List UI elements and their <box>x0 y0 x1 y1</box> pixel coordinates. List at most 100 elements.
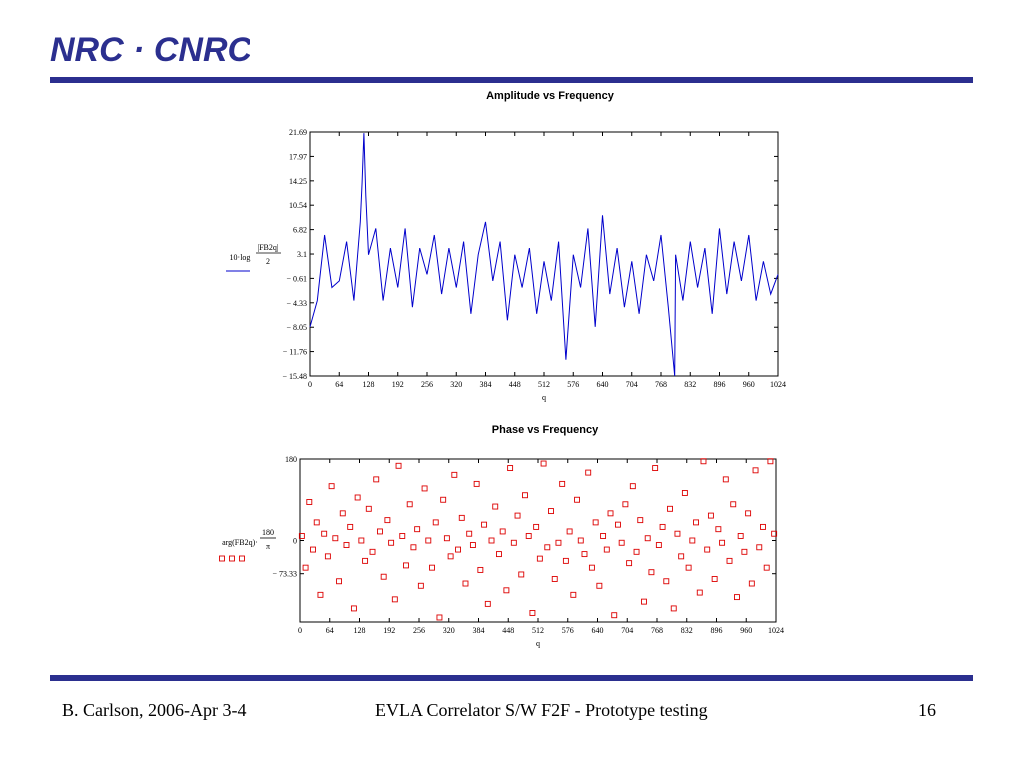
phase-data-point <box>358 537 365 544</box>
phase-data-point <box>548 508 554 515</box>
phase-data-point <box>350 605 357 612</box>
amplitude-ytick-label: − 4.33 <box>286 299 307 308</box>
phase-data-point <box>618 539 625 546</box>
phase-xtick-label: 448 <box>502 626 514 635</box>
phase-data-point <box>525 533 532 539</box>
phase-chart-title: Phase vs Frequency <box>491 424 599 436</box>
phase-plot-frame <box>299 458 777 623</box>
amplitude-xtick-label: 1024 <box>770 380 786 389</box>
phase-ytick-label: − 73.33 <box>272 570 297 579</box>
phase-data-point <box>313 519 320 526</box>
phase-data-point <box>648 569 655 576</box>
phase-data-point <box>395 462 402 469</box>
phase-data-point <box>696 589 703 596</box>
amplitude-xtick-label: 192 <box>392 380 404 389</box>
phase-data-point <box>603 546 610 553</box>
phase-xtick-label: 192 <box>383 626 395 635</box>
phase-data-point <box>652 465 659 472</box>
phase-data-point <box>362 557 369 564</box>
phase-data-point <box>760 523 766 530</box>
phase-data-point <box>533 523 540 530</box>
phase-data-point <box>577 537 584 544</box>
amplitude-xtick-label: 448 <box>509 380 521 389</box>
amplitude-xtick-label: 64 <box>335 380 343 389</box>
phase-data-point <box>655 542 662 548</box>
phase-data-point <box>596 582 603 589</box>
phase-data-point <box>730 501 737 508</box>
amplitude-ytick-label: − 11.76 <box>283 348 307 357</box>
phase-data-point <box>615 521 621 528</box>
phase-data-point <box>741 548 748 555</box>
phase-data-point <box>711 576 718 582</box>
phase-data-point <box>328 483 335 490</box>
phase-data-point <box>637 517 644 524</box>
phase-data-point <box>566 528 573 535</box>
logo-wordmark: NRC · CNRC <box>50 31 250 68</box>
amplitude-xtick-label: 320 <box>450 380 462 389</box>
phase-data-point <box>611 612 618 619</box>
phase-legend-marker <box>219 555 225 562</box>
phase-ylabel-prefix: arg(FB2q)· <box>222 538 258 547</box>
phase-data-point <box>629 483 636 490</box>
phase-data-point <box>559 480 566 487</box>
phase-legend-marker <box>229 555 235 562</box>
phase-data-point <box>306 499 313 505</box>
phase-data-point <box>555 539 562 546</box>
phase-data-point <box>540 460 547 467</box>
amplitude-ylabel-numerator: |FB2q| <box>258 243 279 252</box>
phase-data-point <box>607 510 614 517</box>
phase-data-point <box>391 596 398 603</box>
phase-data-point <box>365 505 372 512</box>
phase-xtick-label: 896 <box>711 626 723 635</box>
phase-data-point <box>622 501 629 508</box>
phase-data-point <box>417 582 424 589</box>
amplitude-xtick-label: 832 <box>684 380 696 389</box>
phase-data-point <box>339 510 346 517</box>
phase-data-point <box>343 542 350 548</box>
phase-data-point <box>585 469 592 476</box>
amplitude-ytick-label: 14.25 <box>289 177 307 186</box>
phase-data-point <box>336 578 342 585</box>
phase-data-point <box>347 523 354 530</box>
phase-data-point <box>310 546 316 553</box>
phase-data-point <box>663 578 670 585</box>
phase-ytick-label: 180 <box>285 455 297 464</box>
phase-data-point <box>745 510 752 517</box>
phase-data-point <box>429 564 435 571</box>
phase-data-point <box>544 544 551 551</box>
footer-presentation-title: EVLA Correlator S/W F2F - Prototype test… <box>375 700 708 720</box>
phase-data-point <box>488 537 495 544</box>
phase-data-point <box>324 553 331 560</box>
amplitude-xtick-label: 0 <box>308 380 312 389</box>
phase-data-point <box>633 548 640 555</box>
phase-data-point <box>574 496 580 503</box>
amplitude-ytick-label: − 8.05 <box>286 323 307 332</box>
amplitude-xtick-label: 896 <box>714 380 726 389</box>
amplitude-xtick-label: 128 <box>363 380 375 389</box>
phase-xtick-label: 128 <box>354 626 366 635</box>
phase-data-point <box>518 571 525 578</box>
phase-data-point <box>410 544 417 551</box>
phase-data-point <box>562 557 569 564</box>
phase-data-point <box>626 560 633 567</box>
amplitude-ytick-label: 21.69 <box>289 128 307 137</box>
phase-data-point <box>503 587 510 594</box>
phase-ylabel-numerator: 180 <box>262 528 274 537</box>
phase-data-point <box>522 492 528 499</box>
amplitude-xtick-label: 384 <box>480 380 492 389</box>
phase-data-point <box>737 533 744 539</box>
phase-xtick-label: 0 <box>298 626 302 635</box>
phase-data-point <box>496 551 502 558</box>
amplitude-xtick-label: 256 <box>421 380 433 389</box>
phase-data-point <box>685 564 692 571</box>
phase-data-point <box>373 476 380 483</box>
phase-data-point <box>466 530 473 537</box>
phase-data-point <box>722 476 729 483</box>
amplitude-ytick-label: 3.1 <box>297 250 307 259</box>
phase-data-point <box>510 539 517 546</box>
phase-data-point <box>600 533 607 539</box>
phase-data-point <box>492 503 499 510</box>
amplitude-ytick-label: 10.54 <box>289 201 307 210</box>
phase-xtick-label: 64 <box>326 626 334 635</box>
phase-xaxis-label: q <box>536 639 540 648</box>
